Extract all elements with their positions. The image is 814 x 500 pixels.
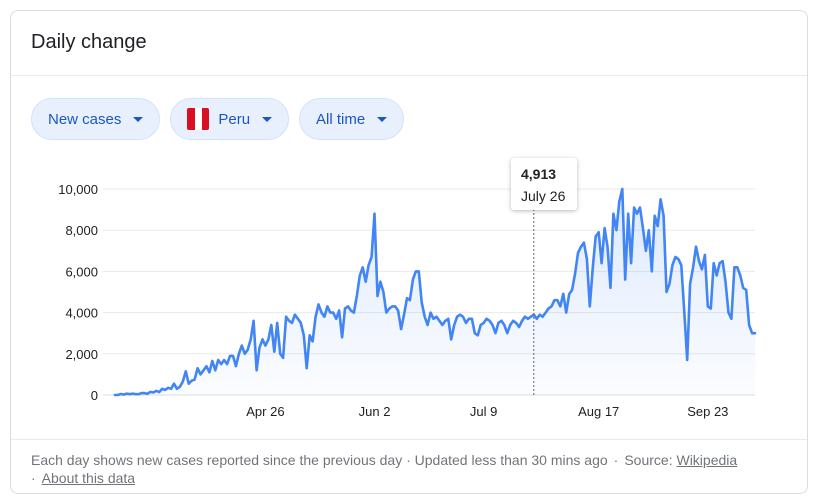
x-tick-label: Sep 23 xyxy=(687,404,728,419)
x-tick-label: Apr 26 xyxy=(246,404,284,419)
caret-down-icon xyxy=(377,116,388,122)
y-tick-label: 4,000 xyxy=(65,306,98,321)
flag-stripe-center xyxy=(194,108,203,130)
about-data-link[interactable]: About this data xyxy=(41,470,136,486)
separator-dot: · xyxy=(613,452,619,468)
y-tick-label: 2,000 xyxy=(65,347,98,362)
metric-dropdown-label: New cases xyxy=(48,110,122,128)
filter-bar: New cases Peru All time xyxy=(31,98,405,140)
footer-description: Each day shows new cases reported since … xyxy=(31,452,608,468)
y-tick-label: 10,000 xyxy=(58,182,98,197)
x-tick-label: Jul 9 xyxy=(470,404,497,419)
daily-change-card: Daily change New cases Peru All time 0 2,… xyxy=(10,10,808,494)
tooltip-value: 4,913 xyxy=(521,166,557,182)
x-tick-label: Aug 17 xyxy=(578,404,619,419)
caret-down-icon xyxy=(262,116,273,122)
y-tick-label: 6,000 xyxy=(65,264,98,279)
daily-change-chart[interactable]: 0 2,000 4,000 6,000 8,000 10,000 Apr 26 Jun 2 Ju… xyxy=(11,11,809,439)
chart-tooltip: 4,913 July 26 xyxy=(511,158,577,210)
source-link[interactable]: Wikipedia xyxy=(676,452,738,468)
country-dropdown[interactable]: Peru xyxy=(170,98,290,140)
footer-divider xyxy=(11,439,807,440)
time-range-dropdown-label: All time xyxy=(316,110,366,128)
header-divider xyxy=(11,75,807,76)
y-tick-label: 0 xyxy=(91,388,98,403)
separator-dot: · xyxy=(31,470,36,486)
series-area xyxy=(115,189,755,395)
tooltip-date: July 26 xyxy=(521,188,566,204)
flag-stripe-right xyxy=(202,108,210,130)
footer-note: Each day shows new cases reported since … xyxy=(31,451,791,487)
caret-down-icon xyxy=(133,116,144,122)
country-dropdown-label: Peru xyxy=(218,110,251,128)
y-tick-label: 8,000 xyxy=(65,223,98,238)
metric-dropdown[interactable]: New cases xyxy=(31,98,161,140)
series-line-new-cases xyxy=(113,187,757,397)
card-title: Daily change xyxy=(31,31,147,53)
time-range-dropdown[interactable]: All time xyxy=(299,98,405,140)
flag-stripe-left xyxy=(187,108,195,130)
peru-flag-icon xyxy=(187,108,210,130)
x-tick-label: Jun 2 xyxy=(359,404,391,419)
source-prefix: Source: xyxy=(624,452,673,468)
